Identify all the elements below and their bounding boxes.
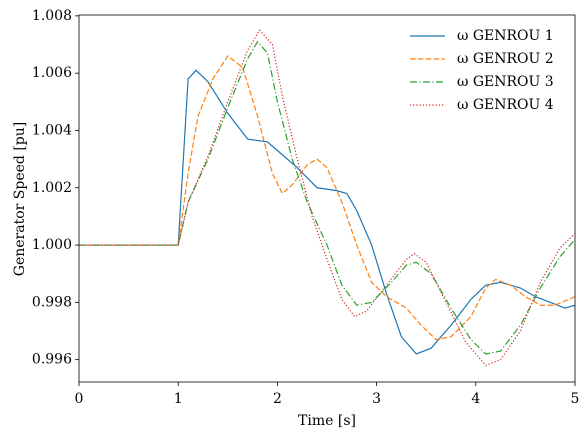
y-tick-label: 1.008 xyxy=(32,8,72,24)
y-tick-label: 1.002 xyxy=(32,180,72,196)
x-tick-label: 5 xyxy=(571,391,580,407)
legend-label: ω GENROU 4 xyxy=(457,97,554,113)
legend-label: ω GENROU 2 xyxy=(457,51,554,67)
series-line xyxy=(79,55,575,341)
y-tick-label: 0.996 xyxy=(32,352,72,368)
y-tick-label: 1.000 xyxy=(32,237,72,253)
series-line xyxy=(79,40,575,355)
x-tick-label: 2 xyxy=(273,391,282,407)
x-tick-label: 4 xyxy=(471,391,480,407)
legend-label: ω GENROU 1 xyxy=(457,28,554,44)
y-tick-label: 0.998 xyxy=(32,294,72,310)
series-line xyxy=(79,29,575,367)
y-tick-label: 1.006 xyxy=(32,65,72,81)
x-tick-label: 1 xyxy=(174,391,183,407)
legend-label: ω GENROU 3 xyxy=(457,74,554,90)
y-axis-label: Generator Speed [pu] xyxy=(12,122,28,276)
plot-frame xyxy=(78,14,576,383)
y-tick-label: 1.004 xyxy=(32,122,72,138)
x-tick-label: 3 xyxy=(372,391,381,407)
x-tick-label: 0 xyxy=(75,391,84,407)
x-axis-label: Time [s] xyxy=(298,413,356,429)
